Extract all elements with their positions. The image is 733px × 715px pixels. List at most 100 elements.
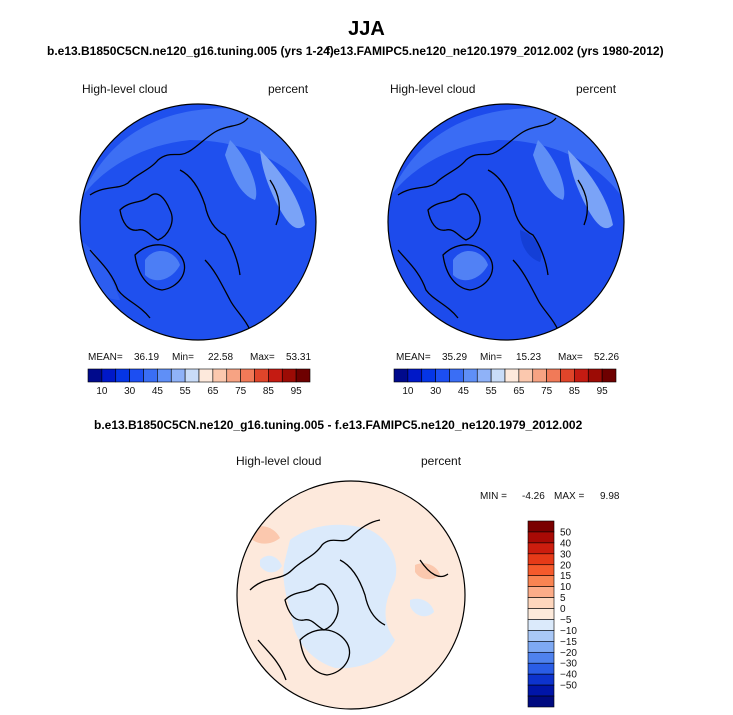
- panel3-colorbar-box: [527, 531, 555, 544]
- panel3-colorbar-box: [527, 575, 555, 587]
- panel2-colorbar-tick-label: 45: [458, 386, 470, 397]
- panel3-max-value: 9.98: [600, 491, 620, 502]
- panel2-colorbar-tick-label: 85: [569, 386, 581, 397]
- panel1-colorbar-tick-label: 75: [235, 386, 247, 397]
- panel3-colorbar-box: [527, 542, 555, 555]
- panel1-map: [80, 104, 316, 340]
- panel2-variable-label: High-level cloud: [390, 82, 476, 96]
- panel3-colorbar-tick-label: 50: [560, 527, 572, 538]
- panel2-base-field: [388, 104, 624, 340]
- panel3-colorbar-tick-label: 10: [560, 582, 572, 593]
- panel3-variable-label: High-level cloud: [236, 454, 322, 468]
- panel3-colorbar-tick-label: 40: [560, 538, 572, 549]
- panel2-min-value: 15.23: [516, 352, 542, 363]
- panel2-colorbar-box: [546, 368, 561, 383]
- panel3-colorbar-box: [527, 662, 555, 675]
- panel2-colorbar-box: [518, 368, 534, 383]
- panel2-colorbar: 10 30 45 55 65 75 85 95: [393, 368, 617, 397]
- panel3-colorbar-tick-label: −15: [560, 637, 577, 648]
- panel3-coastlines: [249, 519, 449, 681]
- panel2-map-border: [387, 103, 625, 341]
- panel2-colorbar-box: [463, 368, 478, 383]
- panel1-colorbar-tick-label: 65: [207, 386, 219, 397]
- panel1-colorbar-box: [226, 368, 241, 383]
- panel1-colorbar-box: [129, 368, 144, 383]
- panel2-coastlines: [397, 117, 589, 331]
- panel2-colorbar-box: [587, 368, 603, 383]
- panel2-colorbar-box: [504, 368, 520, 383]
- panel3-colorbar-tick-label: 20: [560, 560, 572, 571]
- panel2-colorbar-box: [393, 368, 409, 383]
- panel1-colorbar-box: [143, 368, 158, 383]
- panel2-colorbar-tick-label: 30: [430, 386, 442, 397]
- panel1-colorbar-tick-label: 10: [96, 386, 108, 397]
- panel1-colorbar-box: [115, 368, 130, 383]
- panel1-colorbar-box: [240, 368, 255, 383]
- panel2-colorbar-box: [421, 368, 436, 383]
- panel1-colorbar-box: [268, 368, 283, 383]
- panel3-colorbar-tick-label: −5: [560, 615, 572, 626]
- panel1-colorbar-box: [295, 368, 311, 383]
- panel2-case-title: f.e13.FAMIPC5.ne120_ne120.1979_2012.002 …: [326, 44, 664, 58]
- panel3-colorbar-tick-label: −40: [560, 670, 577, 681]
- panel3-colorbar-box: [527, 553, 555, 566]
- panel1-mean-label: MEAN=: [88, 352, 123, 363]
- panel1-min-value: 22.58: [208, 352, 234, 363]
- panel1-colorbar-box: [254, 368, 269, 383]
- panel1-map-border: [79, 103, 317, 341]
- panel3-colorbar-tick-label: 5: [560, 593, 566, 604]
- panel3-map-border: [236, 480, 466, 710]
- panel3-case-title: b.e13.B1850C5CN.ne120_g16.tuning.005 - f…: [94, 418, 583, 432]
- panel3-min-label: MIN =: [480, 491, 507, 502]
- panel3-colorbar-box: [527, 608, 555, 620]
- panel1-colorbar-tick-label: 85: [263, 386, 275, 397]
- panel3-colorbar-tick-label: 15: [560, 571, 572, 582]
- panel1-min-label: Min=: [172, 352, 194, 363]
- panel1-base-field: [80, 104, 316, 340]
- panel1-max-label: Max=: [250, 352, 275, 363]
- page-title: JJA: [348, 18, 385, 40]
- panel1-colorbar-box: [184, 368, 200, 383]
- panel2-min-label: Min=: [480, 352, 502, 363]
- panel3-colorbar-box: [527, 586, 555, 598]
- panel1-colorbar-box: [198, 368, 214, 383]
- panel1-mean-value: 36.19: [134, 352, 160, 363]
- panel2-max-value: 52.26: [594, 352, 620, 363]
- panel1-colorbar-box: [87, 368, 103, 383]
- panel1-colorbar-tick-label: 95: [291, 386, 303, 397]
- panel1-colorbar-box: [170, 368, 186, 383]
- panel3-map: [237, 481, 465, 709]
- panel1-max-value: 53.31: [286, 352, 312, 363]
- panel3-colorbar-box: [527, 564, 555, 577]
- panel2-colorbar-box: [407, 368, 423, 383]
- panel1-colorbar-tick-label: 30: [124, 386, 136, 397]
- panel1-colorbar-tick-label: 45: [152, 386, 164, 397]
- panel1-colorbar: 10 30 45 55 65 75 85 95: [87, 368, 311, 397]
- panel3-colorbar-tick-label: −20: [560, 648, 577, 659]
- panel2-colorbar-tick-label: 10: [402, 386, 414, 397]
- panel3-colorbar-tick-label: 0: [560, 604, 566, 615]
- panel2-colorbar-box: [560, 368, 575, 383]
- panel2-units-label: percent: [576, 82, 617, 96]
- panel3-min-value: -4.26: [522, 491, 545, 502]
- panel3-colorbar-box: [527, 520, 555, 533]
- panel3-colorbar-box: [527, 695, 555, 708]
- panel3-colorbar-tick-label: −10: [560, 626, 577, 637]
- panel2-colorbar-tick-label: 75: [541, 386, 553, 397]
- panel2-colorbar-box: [490, 368, 506, 383]
- panel3-colorbar-box: [527, 641, 555, 653]
- panel1-colorbar-tick-label: 55: [180, 386, 192, 397]
- panel2-mean-label: MEAN=: [396, 352, 431, 363]
- panel1-coastlines: [89, 117, 281, 331]
- panel1-variable-label: High-level cloud: [82, 82, 168, 96]
- panel2-mean-value: 35.29: [442, 352, 468, 363]
- panel2-colorbar-tick-label: 65: [513, 386, 525, 397]
- panel1-colorbar-box: [212, 368, 228, 383]
- panel1-case-title: b.e13.B1850C5CN.ne120_g16.tuning.005 (yr…: [47, 44, 334, 58]
- panel1-colorbar-box: [157, 368, 172, 383]
- panel2-colorbar-box: [532, 368, 547, 383]
- panel3-colorbar-box: [527, 619, 555, 631]
- panel3-colorbar-box: [527, 684, 555, 697]
